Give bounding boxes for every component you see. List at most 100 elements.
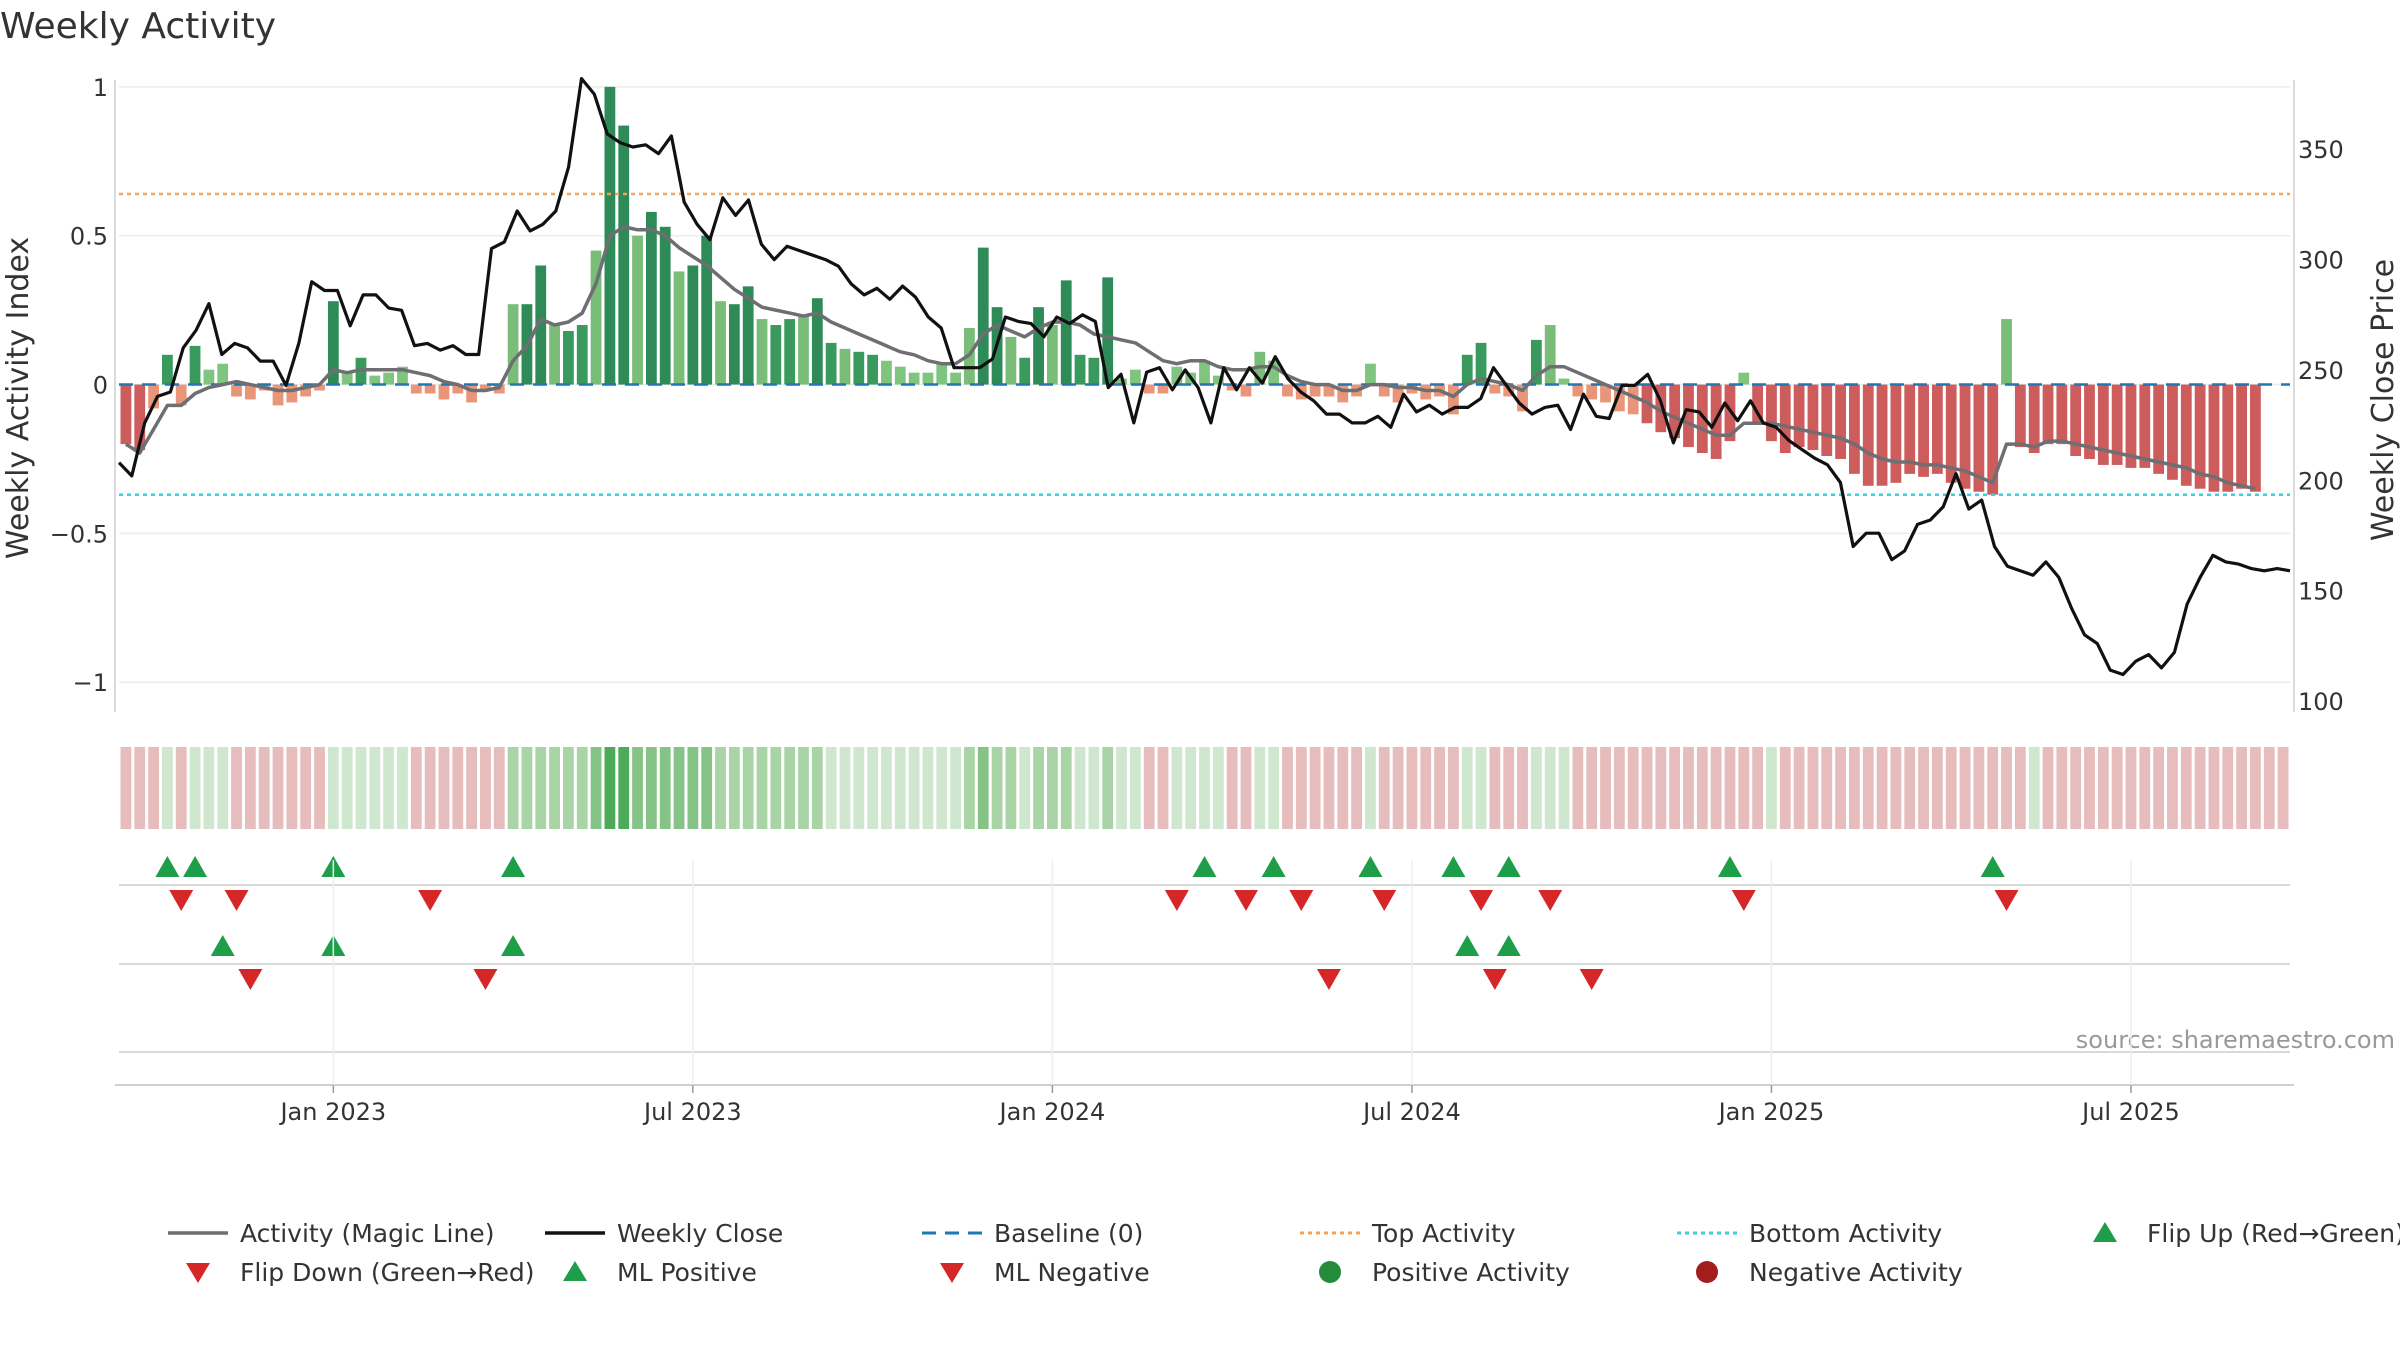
activity-bar [1046,325,1058,385]
activity-bar [2236,384,2247,489]
activity-bar [134,384,146,451]
strip-cell [2167,747,2178,829]
strip-cell [618,747,630,829]
activity-bar [908,372,920,385]
activity-bar [1005,336,1017,385]
series-lines [117,76,2291,677]
ml-positive-marker [501,935,526,956]
strip-cell [1738,747,1750,829]
activity-bar [1517,384,1528,412]
strip-cell [1019,747,1031,829]
activity-bar [1461,354,1473,385]
activity-bar [1987,384,1999,495]
strip-cell [1420,747,1432,829]
x-tick-label: Jan 2025 [1717,1098,1825,1126]
activity-bar [2097,384,2109,465]
activity-bar [1959,384,1971,489]
strip-cell [452,747,464,829]
ml-positive-marker [210,935,235,956]
activity-bar [2250,384,2261,492]
strip-cell [466,747,478,829]
activity-bar [1586,384,1598,400]
y-tick-left: 0 [93,372,108,400]
flip-down-marker [1233,890,1258,911]
activity-bar [853,351,865,385]
strip-cell [1669,747,1681,829]
y-tick-right: 200 [2298,467,2344,495]
strip-cell [1600,747,1611,829]
strip-cell [1724,747,1736,829]
activity-bar [1876,384,1888,486]
activity-bar [1309,384,1321,397]
strip-cell [1489,747,1501,829]
strip-cell [632,747,643,829]
legend-item: Activity (Magic Line) [168,1219,494,1248]
strip-cell [1060,747,1072,829]
legend-swatch [2093,1222,2117,1242]
legend-item: ML Negative [940,1258,1150,1287]
activity-bar [2042,384,2054,445]
strip-cell [2208,747,2220,829]
strip-cell [964,747,975,829]
strip-cell [991,747,1003,829]
strip-cell [134,747,146,829]
strip-cell [2001,747,2012,829]
legend: Activity (Magic Line) Weekly Close Baselin… [168,1219,2400,1287]
activity-bar [936,363,948,385]
x-tick-label: Jul 2023 [642,1098,742,1126]
strip-cell [2139,747,2151,829]
activity-bar [1323,384,1335,397]
activity-bar [1669,384,1681,439]
strip-cell [1254,747,1266,829]
strip-cell [341,747,353,829]
strip-cell [1821,747,1833,829]
activity-bar [1088,357,1100,385]
ml-negative-marker [1482,969,1507,990]
strip-cell [314,747,325,829]
strip-cell [1544,747,1556,829]
legend-label: Baseline (0) [994,1219,1143,1248]
strip-cell [825,747,837,829]
activity-bar [770,325,782,385]
strip-cell [1586,747,1598,829]
activity-bar [950,372,961,385]
strip-cell [811,747,823,829]
strip-cell [1918,747,1929,829]
activity-bar [549,325,560,385]
activity-bar [1696,384,1708,454]
flip-up-marker [1358,856,1383,877]
activity-bar [1199,360,1210,385]
strip-cell [2097,747,2109,829]
activity-bar [2014,384,2026,448]
flip-down-marker [418,890,443,911]
strip-cell [148,747,159,829]
strip-cell [1005,747,1017,829]
strip-cell [244,747,256,829]
strip-cell [272,747,284,829]
strip-cell [1323,747,1335,829]
strip-cell [286,747,298,829]
activity-bar [175,384,187,406]
strip-cell [1793,747,1805,829]
strip-cell [1572,747,1584,829]
strip-cell [1074,747,1086,829]
legend-swatch [563,1261,587,1281]
strip-cell [300,747,312,829]
legend-item: Flip Up (Red→Green) [2093,1219,2400,1248]
activity-bar [1904,384,1916,474]
strip-cell [1696,747,1708,829]
strip-cell [1129,747,1141,829]
signal-markers [115,856,2294,1086]
flip-down-marker [1372,890,1397,911]
flip-down-marker [1538,890,1563,911]
activity-bar [687,265,699,385]
activity-bar [1268,360,1280,385]
activity-bar [1530,339,1542,385]
strip-cell [936,747,948,829]
strip-cell [2028,747,2040,829]
strip-cell [1876,747,1888,829]
strip-cell [701,747,713,829]
activity-bar [1793,384,1805,448]
strip-cell [1973,747,1985,829]
